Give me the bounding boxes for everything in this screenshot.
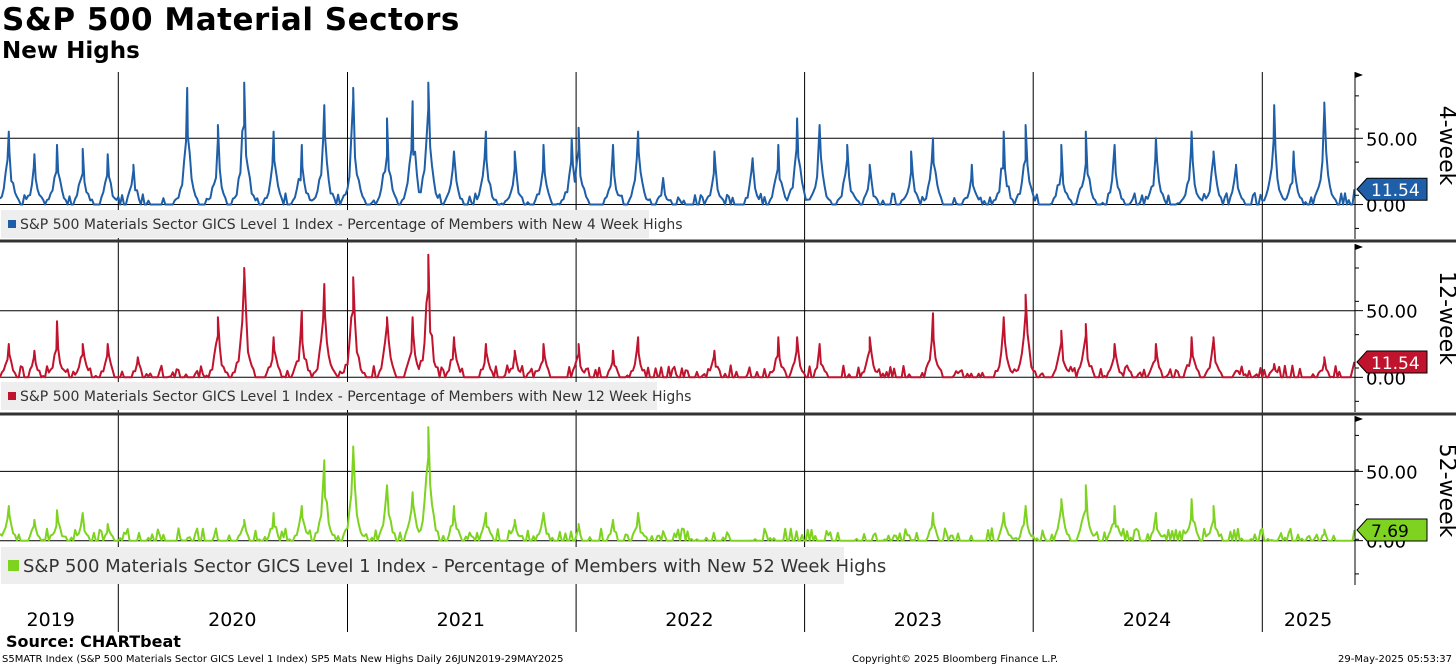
chart-title: S&P 500 Material Sectors bbox=[2, 2, 460, 38]
x-tick-label: 2020 bbox=[208, 609, 256, 631]
last-value-label: 11.54 bbox=[1371, 354, 1420, 374]
legend-swatch bbox=[8, 220, 16, 228]
last-value-flag bbox=[1356, 350, 1428, 374]
source-label: Source: CHARTbeat bbox=[6, 632, 181, 651]
series-line-52-week bbox=[0, 426, 1356, 542]
legend-label: S&P 500 Materials Sector GICS Level 1 In… bbox=[20, 217, 683, 233]
y-tick-label: 50.00 bbox=[1366, 302, 1418, 323]
x-tick-label: 2024 bbox=[1123, 609, 1171, 631]
legend-box bbox=[1, 210, 649, 238]
y-tick-label: 50.00 bbox=[1366, 462, 1418, 483]
series-line-4-week bbox=[0, 81, 1356, 206]
last-value-flag bbox=[1356, 177, 1428, 201]
y-tick-label: 0.00 bbox=[1366, 196, 1406, 217]
last-value-label: 7.69 bbox=[1371, 522, 1409, 542]
series-line-12-week bbox=[0, 253, 1356, 379]
axis-arrow bbox=[1355, 72, 1363, 78]
timestamp: 29-May-2025 05:53:37 bbox=[1338, 654, 1452, 665]
chart-subtitle: New Highs bbox=[2, 38, 140, 64]
last-value-flag bbox=[1356, 518, 1428, 542]
panel-axis-label: 12-week bbox=[1434, 271, 1456, 365]
panel-axis-label: 4-week bbox=[1434, 106, 1456, 186]
last-value-label: 11.54 bbox=[1371, 181, 1420, 201]
ticker-info: S5MATR Index (S&P 500 Materials Sector G… bbox=[2, 654, 564, 665]
panel-axis-label: 52-week bbox=[1434, 444, 1456, 538]
axis-arrow bbox=[1355, 244, 1363, 250]
axis-arrow bbox=[1355, 416, 1363, 422]
legend-box bbox=[1, 382, 657, 410]
legend-box bbox=[1, 547, 844, 584]
x-tick-label: 2023 bbox=[894, 609, 942, 631]
legend-swatch bbox=[8, 392, 16, 400]
x-tick-label: 2025 bbox=[1284, 609, 1332, 631]
legend-swatch bbox=[8, 560, 19, 571]
x-tick-label: 2022 bbox=[665, 609, 713, 631]
y-tick-label: 50.00 bbox=[1366, 129, 1418, 150]
x-tick-label: 2019 bbox=[27, 609, 75, 631]
legend-label: S&P 500 Materials Sector GICS Level 1 In… bbox=[23, 556, 886, 577]
copyright: Copyright© 2025 Bloomberg Finance L.P. bbox=[852, 654, 1059, 665]
x-tick-label: 2021 bbox=[437, 609, 485, 631]
y-tick-label: 0.00 bbox=[1366, 368, 1406, 389]
legend-label: S&P 500 Materials Sector GICS Level 1 In… bbox=[20, 389, 691, 405]
